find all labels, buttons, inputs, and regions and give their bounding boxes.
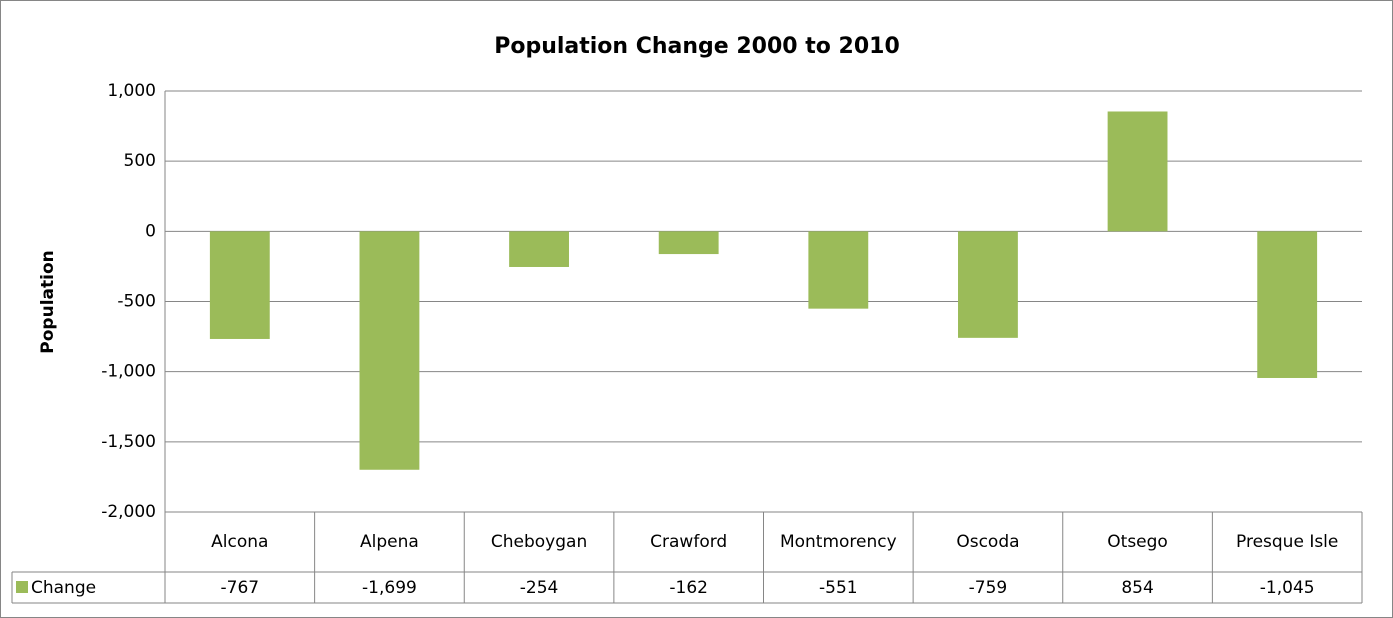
- y-tick-label: 500: [124, 151, 156, 171]
- bar: [1107, 111, 1168, 232]
- data-table-value: -1,045: [1260, 578, 1315, 598]
- y-tick-label: -2,000: [101, 502, 156, 522]
- bar: [1257, 231, 1318, 378]
- data-table-value: -759: [969, 578, 1008, 598]
- legend-key: [16, 581, 28, 593]
- chart-title: Population Change 2000 to 2010: [494, 34, 900, 59]
- x-tick-label: Presque Isle: [1236, 532, 1338, 552]
- data-table-value: -551: [819, 578, 858, 598]
- bar: [808, 231, 869, 309]
- y-tick-label: 1,000: [107, 81, 156, 101]
- bar: [509, 231, 569, 267]
- data-table-value: -254: [520, 578, 559, 598]
- data-table-value: -767: [221, 578, 260, 598]
- y-tick-label: -1,500: [101, 432, 156, 452]
- data-table-value: 854: [1121, 578, 1153, 598]
- y-axis-label: Population: [38, 250, 58, 353]
- x-tick-label: Cheboygan: [491, 532, 587, 552]
- legend-label: Change: [31, 578, 96, 598]
- x-tick-label: Oscoda: [956, 532, 1019, 552]
- data-table-value: -162: [669, 578, 708, 598]
- bar: [209, 231, 270, 339]
- x-tick-label: Montmorency: [780, 532, 897, 552]
- x-tick-label: Alpena: [360, 532, 419, 552]
- x-tick-label: Alcona: [211, 532, 268, 552]
- y-tick-label: 0: [145, 221, 156, 241]
- data-table-value: -1,699: [362, 578, 417, 598]
- x-tick-label: Otsego: [1107, 532, 1168, 552]
- x-tick-label: Crawford: [650, 532, 727, 552]
- bar: [958, 231, 1018, 338]
- y-tick-label: -1,000: [101, 362, 156, 382]
- bar: [658, 231, 719, 255]
- y-tick-label: -500: [117, 292, 156, 312]
- bar: [359, 231, 420, 470]
